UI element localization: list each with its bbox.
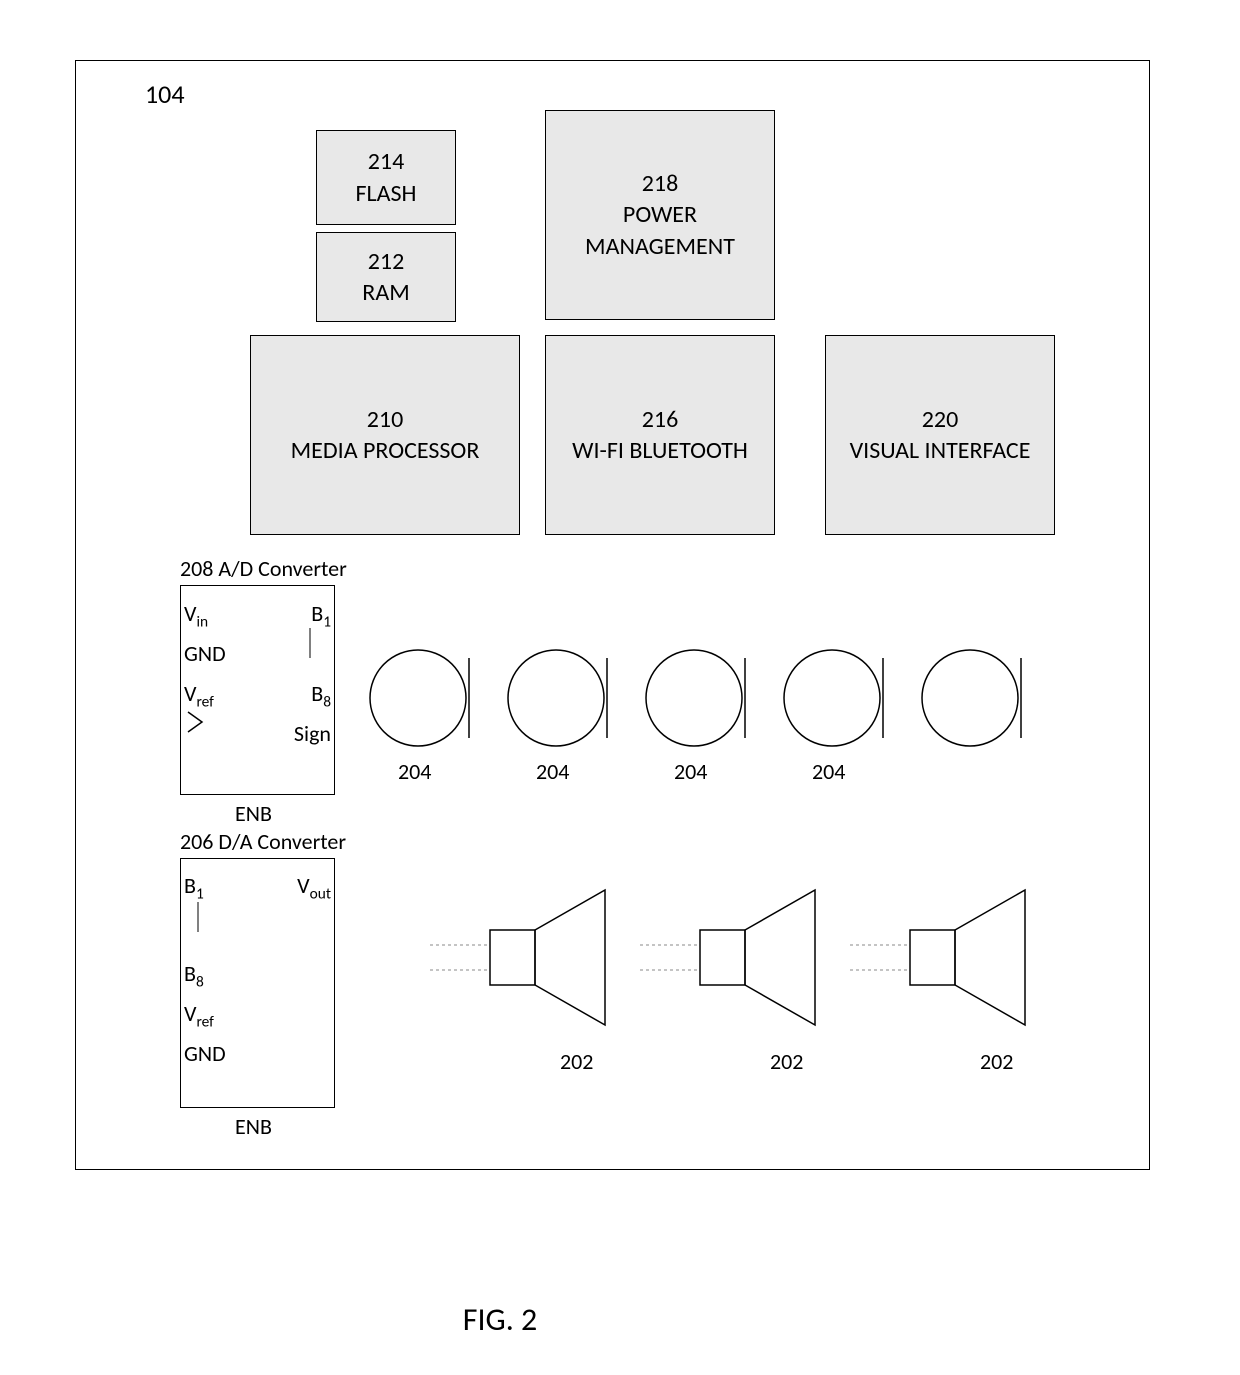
chip-wifi: 216WI-FI BLUETOOTH	[545, 335, 775, 535]
chip-flash: 214FLASH	[316, 130, 456, 225]
mic-label: 204	[398, 758, 431, 785]
chip-ram: 212RAM	[316, 232, 456, 322]
ad-pin-left: Vin	[184, 600, 208, 631]
chip-media: 210MEDIA PROCESSOR	[250, 335, 520, 535]
da-pin-left: Vref	[184, 1000, 214, 1031]
ad-pin-left: GND	[184, 640, 226, 667]
speaker-label: 202	[560, 1048, 593, 1075]
chip-power: 218POWERMANAGEMENT	[545, 110, 775, 320]
mic-label: 204	[674, 758, 707, 785]
ad-pin-right: B1	[311, 600, 331, 631]
outer-box-label: 104	[145, 78, 185, 110]
mic-label: 204	[536, 758, 569, 785]
chip-visual: 220VISUAL INTERFACE	[825, 335, 1055, 535]
mic-label: 204	[812, 758, 845, 785]
speaker-label: 202	[770, 1048, 803, 1075]
da-pin-left: GND	[184, 1040, 226, 1067]
ad-pin-left: Vref	[184, 680, 214, 711]
ad-enb-label: ENB	[235, 800, 272, 827]
da-converter-title: 206 D/A Converter	[180, 828, 346, 855]
da-pin-left: B1	[184, 872, 204, 903]
da-enb-label: ENB	[235, 1113, 272, 1140]
speaker-label: 202	[980, 1048, 1013, 1075]
da-pin-left: B8	[184, 960, 204, 991]
ad-pin-right: B8	[311, 680, 331, 711]
da-pin-right: Vout	[297, 872, 331, 903]
figure-caption: FIG. 2	[0, 1300, 1000, 1339]
ad-converter-title: 208 A/D Converter	[180, 555, 347, 582]
ad-pin-right: Sign	[294, 720, 331, 747]
